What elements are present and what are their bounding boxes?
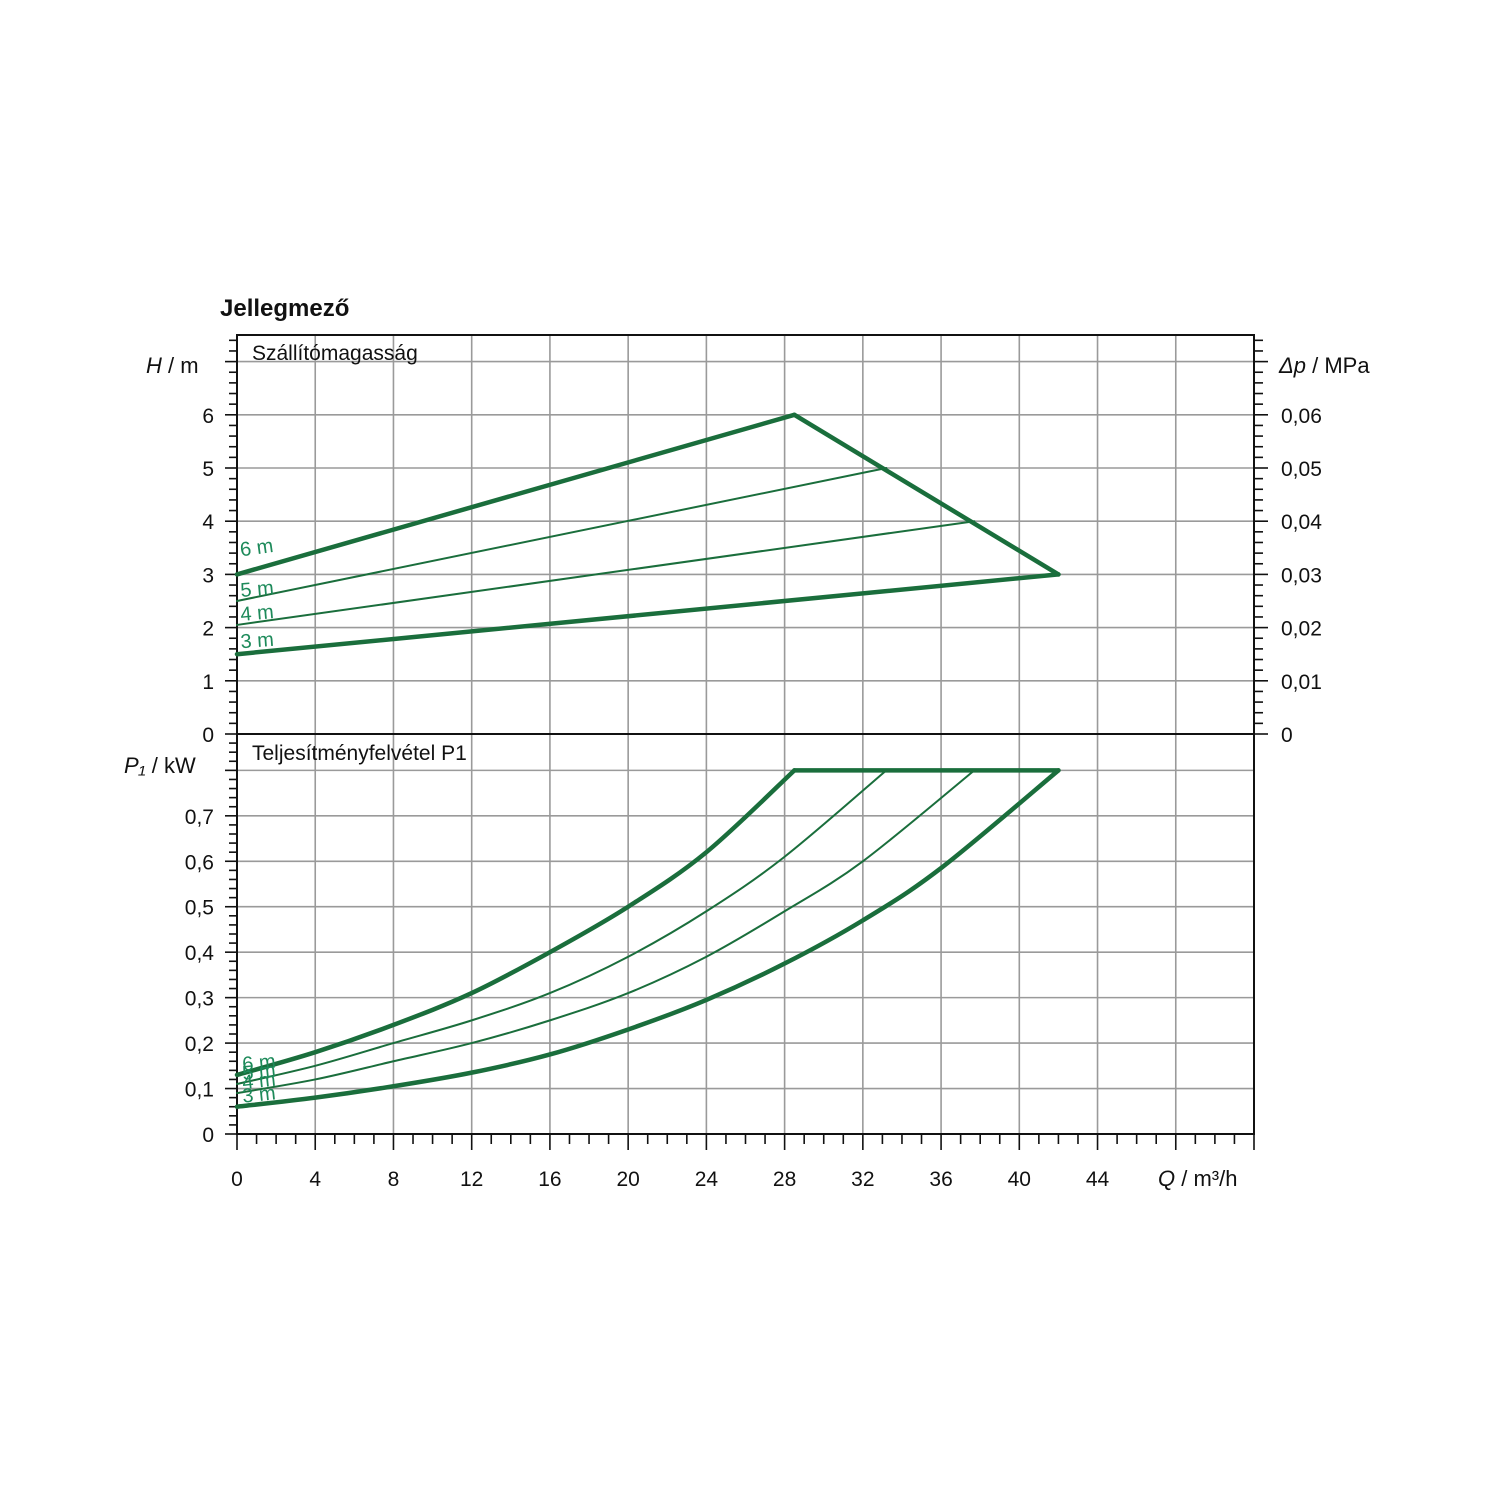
p-tick-label: 0,1 — [185, 1079, 214, 1102]
dp-tick-label: 0,01 — [1281, 671, 1322, 694]
x-tick-label: 4 — [309, 1168, 321, 1191]
h-tick-label: 3 — [202, 564, 214, 587]
p-axis-unit: / kW — [146, 753, 196, 778]
tick-labels: 0 4 8 12 16 20 24 28 32 36 40 44012345600,010,020,0… — [185, 405, 1322, 1191]
x-tick-label: 44 — [1086, 1168, 1110, 1191]
h-axis-label: H / m — [146, 353, 199, 378]
chart-title: Jellegmező — [220, 295, 349, 322]
p-tick-label: 0,6 — [185, 851, 214, 874]
axis-ticks — [225, 339, 1268, 1150]
h-axis-symbol: H — [146, 353, 162, 378]
x-tick-label: 0 — [231, 1168, 243, 1191]
head-curve-4m — [236, 520, 976, 626]
head-curve-3m — [234, 572, 1061, 657]
top-panel-label: Szállítómagasság — [252, 342, 418, 365]
power-curve-label: 4 m — [241, 1069, 276, 1094]
h-axis-unit: / m — [162, 353, 199, 378]
x-tick-label: 12 — [460, 1168, 483, 1191]
dp-tick-label: 0,02 — [1281, 618, 1322, 641]
head-curve-label: 3 m — [240, 629, 275, 653]
x-tick-label: 36 — [929, 1168, 952, 1191]
x-tick-label: 32 — [851, 1168, 874, 1191]
h-tick-label: 6 — [202, 405, 214, 428]
power-curve-5m — [236, 769, 888, 1085]
head-boundary-curve — [792, 412, 1061, 577]
chart-frame — [236, 334, 1255, 1135]
x-tick-label: 28 — [773, 1168, 796, 1191]
p-tick-label: 0,4 — [185, 942, 215, 965]
h-tick-label: 5 — [202, 458, 214, 481]
power-curve-label: 6 m — [241, 1051, 276, 1076]
dp-tick-label: 0,04 — [1281, 511, 1322, 534]
power-curve-3m — [234, 768, 1061, 1109]
h-tick-label: 2 — [202, 618, 214, 641]
p-tick-label: 0,2 — [185, 1033, 214, 1056]
power-curve-label: 3 m — [241, 1082, 276, 1107]
p-tick-label: 0,7 — [185, 806, 214, 829]
x-tick-label: 16 — [538, 1168, 561, 1191]
x-tick-label: 8 — [388, 1168, 400, 1191]
dp-tick-label: 0,06 — [1281, 405, 1322, 428]
h-tick-label: 0 — [202, 724, 214, 747]
dp-axis-unit: / MPa — [1306, 353, 1370, 378]
dp-axis-symbol: Δp — [1278, 353, 1306, 378]
power-curve-label: 5 m — [241, 1060, 276, 1085]
x-tick-label: 40 — [1008, 1168, 1031, 1191]
bottom-panel-label: Teljesítményfelvétel P1 — [252, 742, 467, 765]
head-curve-label: 4 m — [240, 601, 275, 626]
p-tick-label: 0,5 — [185, 897, 214, 920]
q-axis-unit: / m³/h — [1175, 1166, 1237, 1191]
head-curve-6m — [234, 412, 797, 577]
head-curve-label: 5 m — [240, 577, 275, 602]
q-axis-label: Q / m³/h — [1158, 1166, 1237, 1191]
power-curve-6m — [234, 768, 797, 1078]
dp-axis-label: Δp / MPa — [1278, 353, 1370, 378]
p-tick-label: 0,3 — [185, 988, 214, 1011]
x-tick-label: 24 — [695, 1168, 719, 1191]
head-curve-label: 6 m — [239, 535, 275, 561]
dp-tick-label: 0,05 — [1281, 458, 1322, 481]
dp-tick-label: 0,03 — [1281, 564, 1322, 587]
q-axis-symbol: Q — [1158, 1166, 1175, 1191]
h-tick-label: 4 — [202, 511, 214, 534]
p-axis-label: P₁ / kW — [124, 753, 196, 778]
head-curve-5m — [236, 467, 888, 602]
p-axis-symbol: P₁ — [124, 753, 146, 778]
dp-tick-label: 0 — [1281, 724, 1293, 747]
p-tick-label: 0 — [202, 1124, 214, 1147]
x-tick-label: 20 — [616, 1168, 639, 1191]
h-tick-label: 1 — [202, 671, 214, 694]
grid-lines — [237, 335, 1254, 1134]
curves — [234, 412, 1061, 1109]
power-curve-4m — [236, 769, 976, 1095]
